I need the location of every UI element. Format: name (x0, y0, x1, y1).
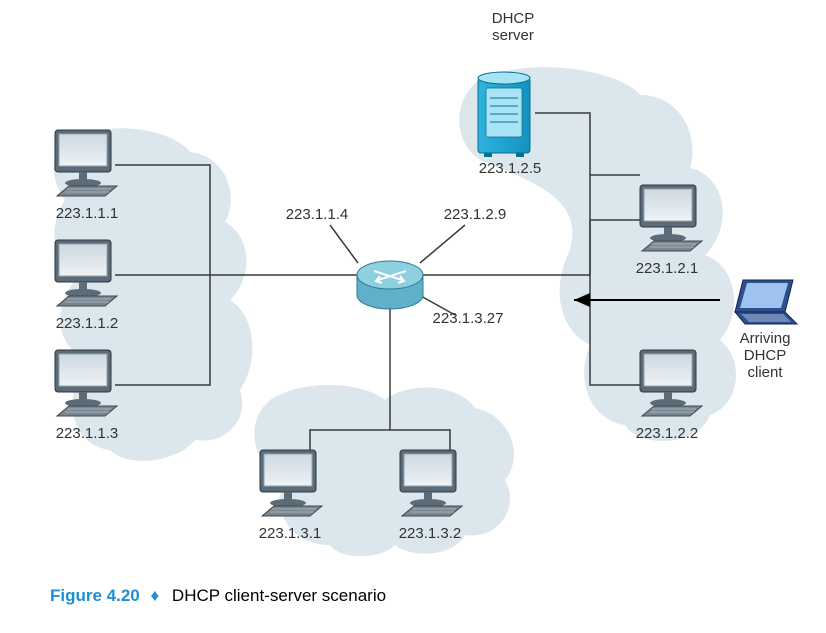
figure-caption: Figure 4.20 ♦ DHCP client-server scenari… (50, 586, 386, 606)
pc-left-2-icon (55, 240, 117, 306)
label-pc-left-3-ip: 223.1.1.3 (42, 425, 132, 442)
caption-figure-number: Figure 4.20 (50, 586, 140, 605)
diagram-stage: DHCP server 223.1.2.5 223.1.1.1 223.1.1.… (0, 0, 826, 628)
label-arriving-client: Arriving DHCP client (720, 330, 810, 381)
caption-text: DHCP client-server scenario (172, 586, 386, 605)
router-icon (357, 261, 423, 309)
label-router-if-1: 223.1.1.4 (272, 206, 362, 223)
label-server-ip: 223.1.2.5 (465, 160, 555, 177)
label-pc-left-2-ip: 223.1.1.2 (42, 315, 132, 332)
pc-bottom-1-icon (260, 450, 322, 516)
dhcp-server-icon (478, 72, 530, 157)
label-pc-left-1-ip: 223.1.1.1 (42, 205, 132, 222)
label-pc-right-1-ip: 223.1.2.1 (622, 260, 712, 277)
label-router-if-3: 223.1.3.27 (418, 310, 518, 327)
caption-diamond-icon: ♦ (151, 586, 160, 605)
label-router-if-2: 223.1.2.9 (430, 206, 520, 223)
label-dhcp-server-title: DHCP server (468, 10, 558, 44)
label-pc-bottom-1-ip: 223.1.3.1 (245, 525, 335, 542)
label-pc-bottom-2-ip: 223.1.3.2 (385, 525, 475, 542)
router-ptr-2 (420, 225, 465, 263)
label-pc-right-2-ip: 223.1.2.2 (622, 425, 712, 442)
pc-left-3-icon (55, 350, 117, 416)
router-ptr-1 (330, 225, 358, 263)
arriving-laptop-icon (735, 280, 797, 324)
